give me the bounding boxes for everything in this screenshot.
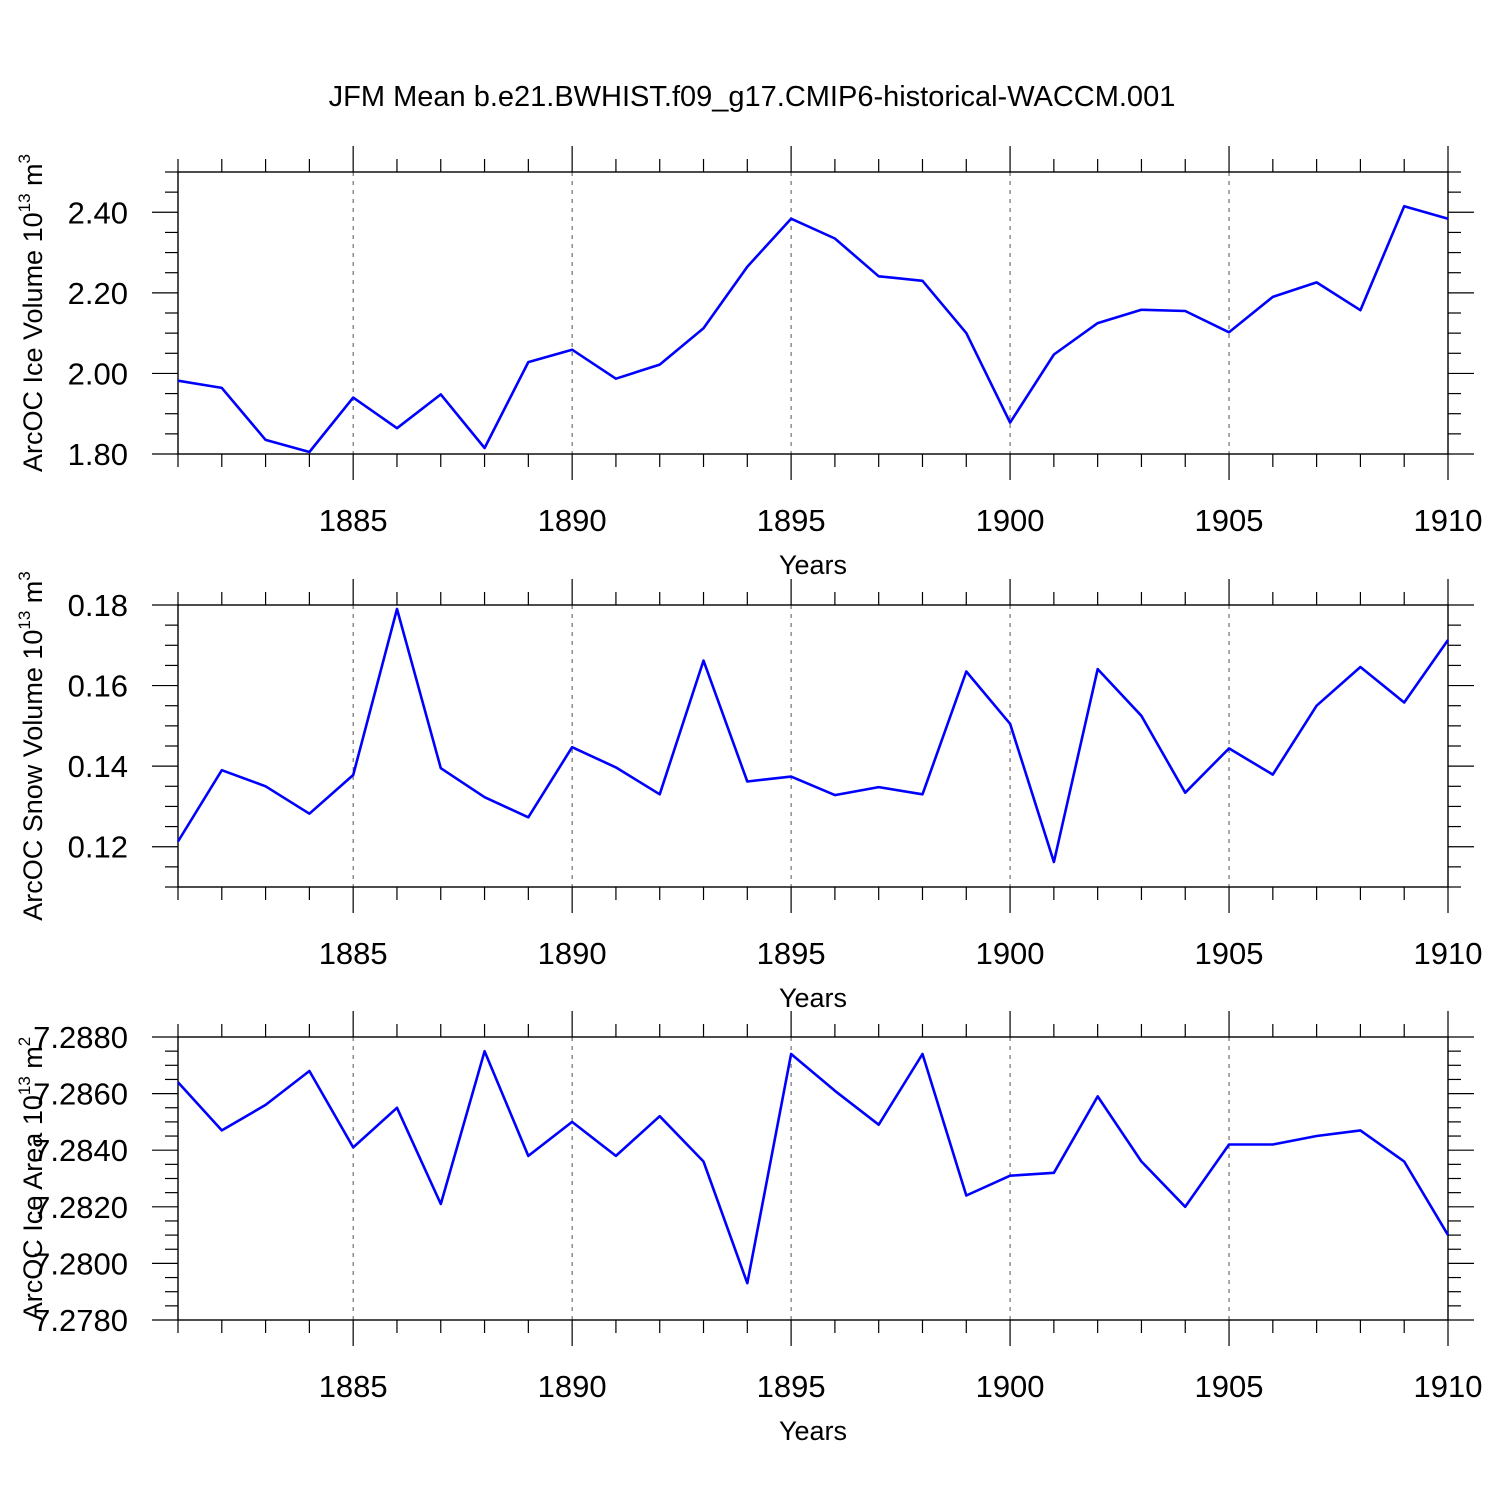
x-tick-label: 1890: [538, 1369, 607, 1404]
x-tick-label: 1895: [757, 1369, 826, 1404]
x-tick-label: 1885: [319, 1369, 388, 1404]
chart-title: JFM Mean b.e21.BWHIST.f09_g17.CMIP6-hist…: [329, 81, 1176, 113]
y-tick-label: 0.16: [68, 669, 128, 704]
y-tick-label: 7.2860: [33, 1077, 128, 1112]
y-tick-label: 0.14: [68, 749, 128, 784]
x-tick-label: 1905: [1195, 503, 1264, 538]
x-tick-label: 1910: [1414, 936, 1483, 971]
series-line-ice-area: [177, 1049, 1450, 1285]
series-line-ice-volume: [177, 204, 1449, 454]
panel-snow-volume: 0.12 0.14 0.16 0.18 1885 1890 1895 1900 1905 1910…: [15, 571, 1482, 1013]
x-axis-label: Years: [779, 1416, 847, 1446]
y-tick-label: 2.00: [68, 356, 128, 391]
plot-frame: [177, 171, 1449, 455]
y-tick-label: 7.2840: [33, 1133, 128, 1168]
series-line-snow-volume: [176, 607, 1450, 864]
y-tick-label: 2.20: [68, 276, 128, 311]
x-tick-label: 1905: [1195, 936, 1264, 971]
x-axis-label: Years: [779, 983, 847, 1013]
panel-ice-area: 7.2780 7.2800 7.2820 7.2840 7.2860 7.2880 1885…: [15, 1011, 1482, 1446]
x-tick-label: 1900: [976, 1369, 1045, 1404]
x-tick-label: 1890: [538, 503, 607, 538]
y-tick-label: 7.2880: [33, 1020, 128, 1055]
y-tick-label: 1.80: [68, 437, 128, 472]
y-tick-label: 7.2780: [33, 1303, 128, 1338]
y-axis-label: ArcOC Ice Area 1013 m2: [15, 1037, 48, 1321]
x-tick-label: 1905: [1195, 1369, 1264, 1404]
x-tick-label: 1895: [757, 503, 826, 538]
y-tick-label: 0.12: [68, 830, 128, 865]
x-axis-label: Years: [779, 550, 847, 580]
panel-ice-volume: 1.80 2.00 2.20 2.40 1885 1890 1895 1900 1905 1910…: [15, 146, 1482, 580]
y-tick-label: 2.40: [68, 195, 128, 230]
x-tick-label: 1890: [538, 936, 607, 971]
y-axis-label: ArcOC Ice Volume 1013 m3: [15, 154, 48, 472]
x-tick-label: 1895: [757, 936, 826, 971]
y-tick-label: 7.2800: [33, 1246, 128, 1281]
y-axis-label: ArcOC Snow Volume 1013 m3: [15, 571, 48, 921]
plot-frame: [177, 1036, 1449, 1321]
plot-frame: [177, 604, 1449, 888]
x-tick-label: 1910: [1414, 503, 1483, 538]
x-tick-label: 1885: [319, 503, 388, 538]
x-tick-label: 1910: [1414, 1369, 1483, 1404]
x-tick-label: 1900: [976, 503, 1045, 538]
y-tick-label: 7.2820: [33, 1190, 128, 1225]
y-tick-label: 0.18: [68, 588, 128, 623]
x-tick-label: 1885: [319, 936, 388, 971]
x-tick-label: 1900: [976, 936, 1045, 971]
